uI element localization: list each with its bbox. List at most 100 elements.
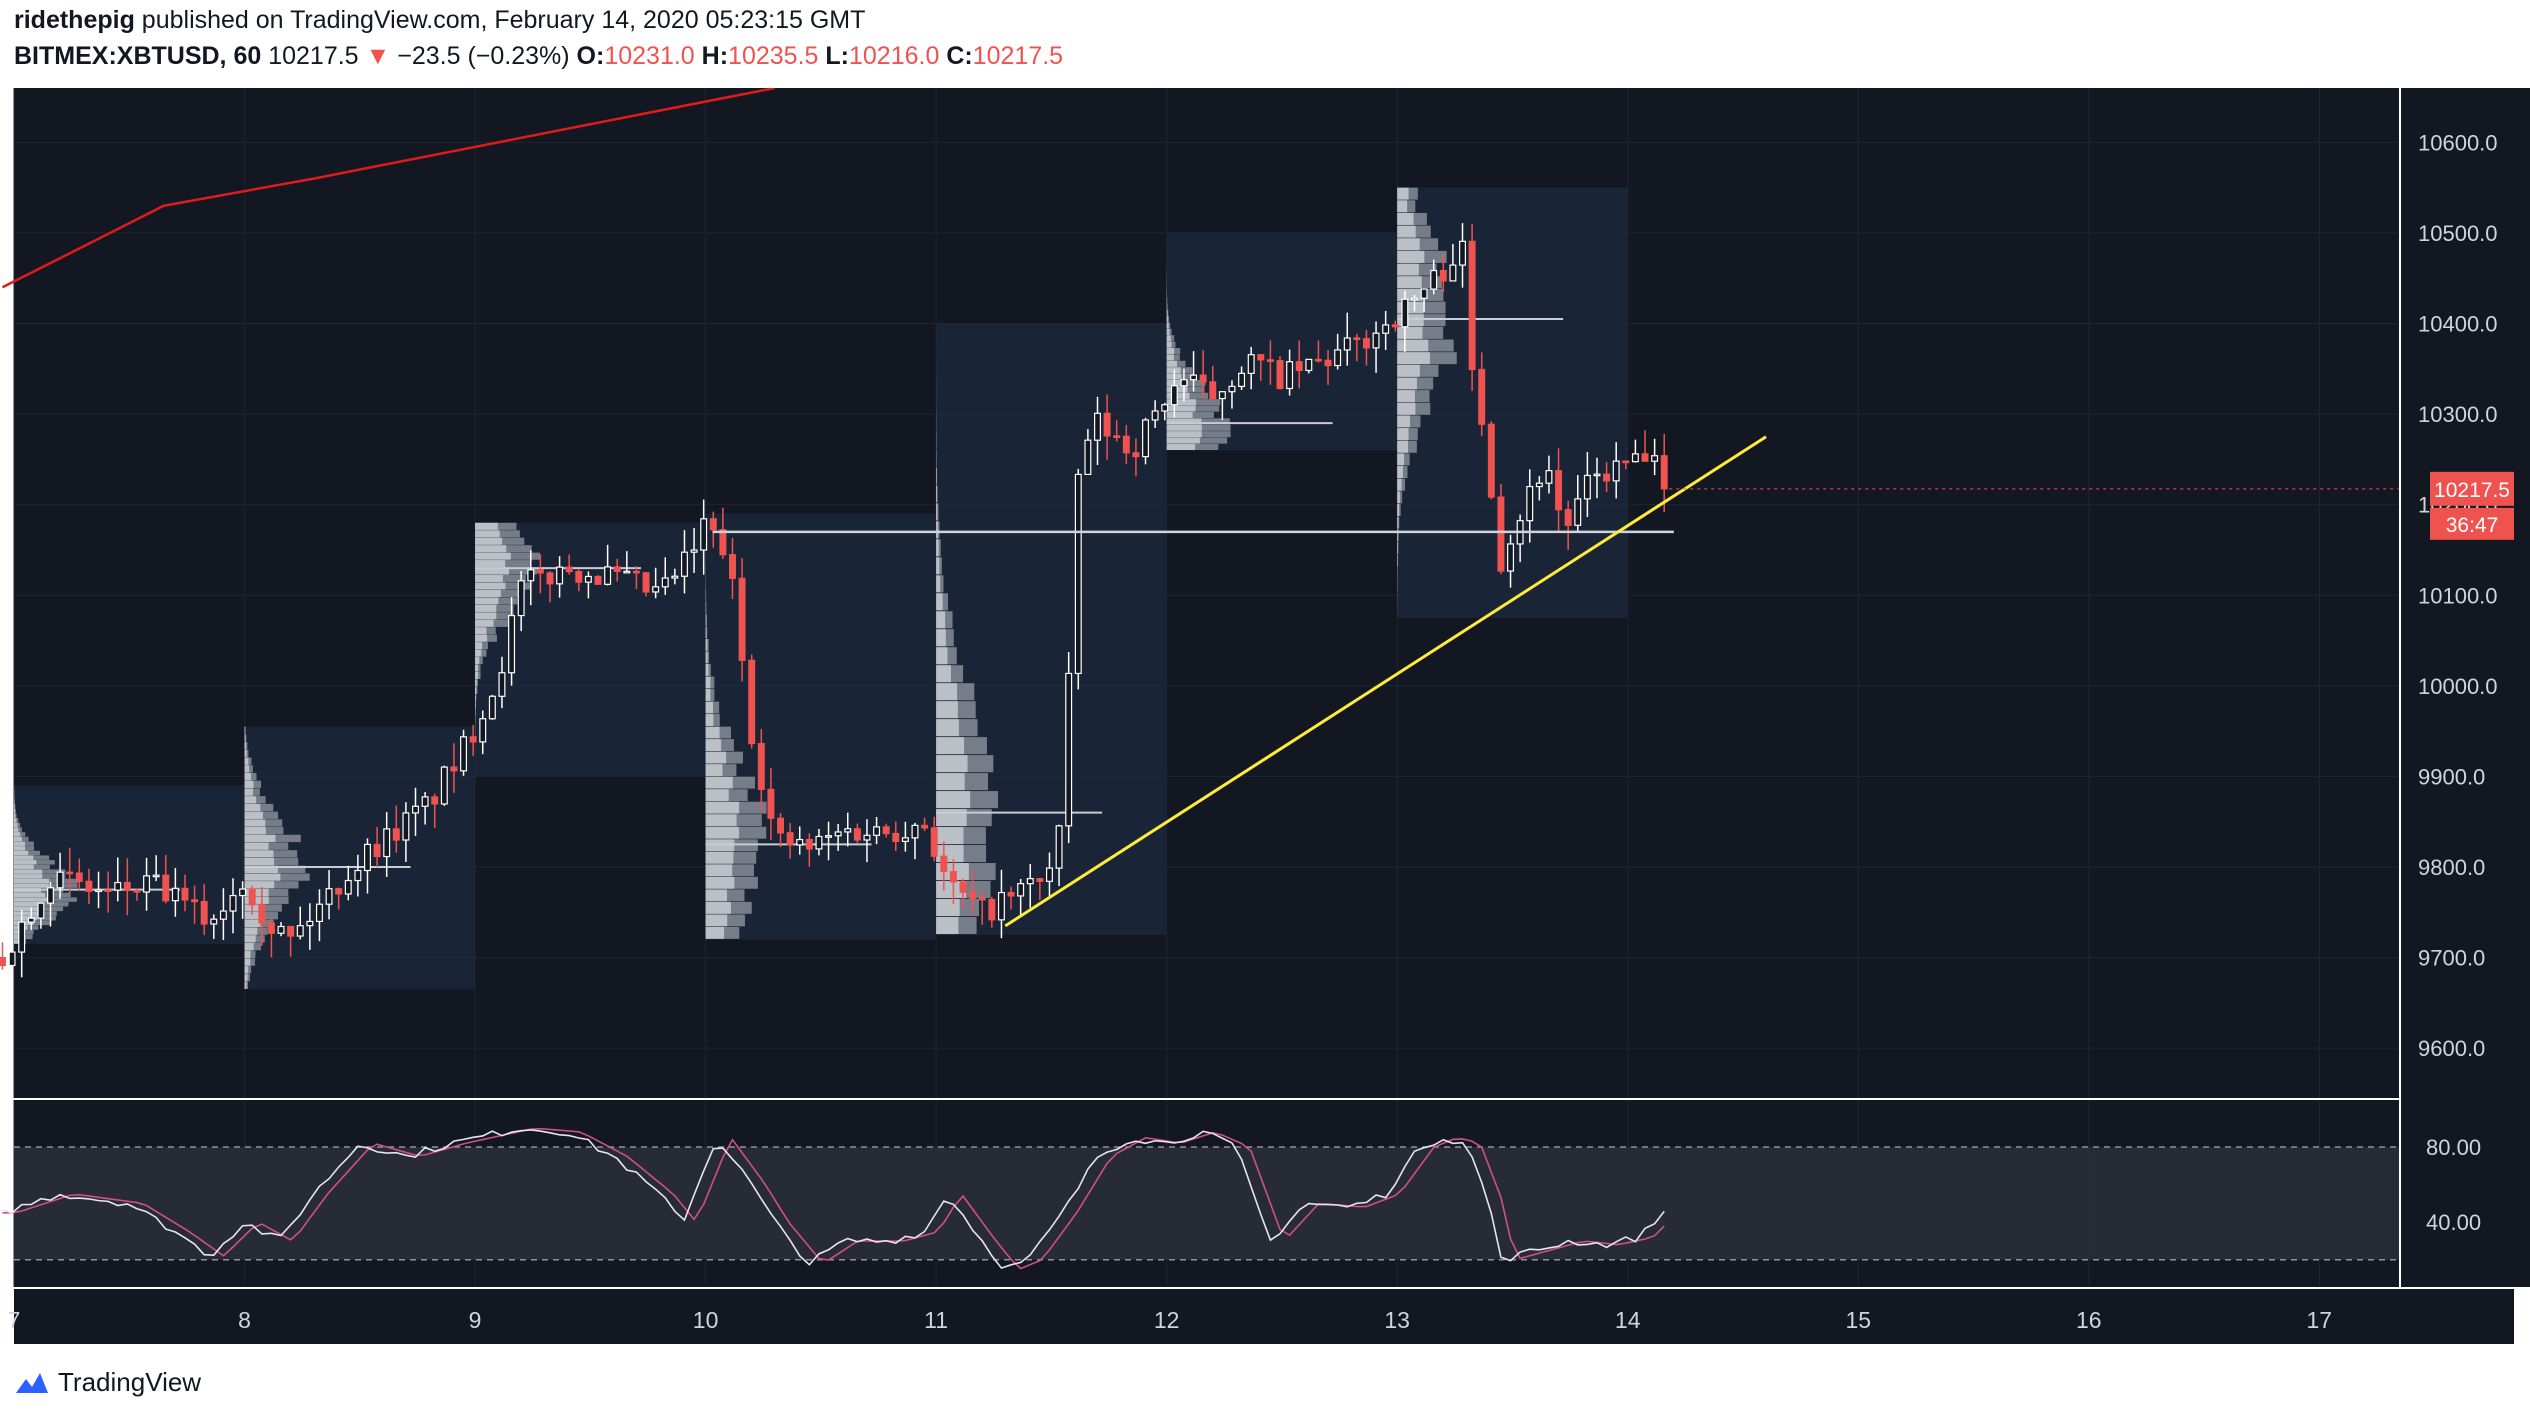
candle-body	[690, 549, 698, 553]
candle-body	[1247, 354, 1255, 374]
candle-body	[296, 925, 304, 937]
candle-body	[1391, 324, 1399, 328]
candle-body	[1276, 360, 1284, 390]
volume-profile-bar	[14, 883, 49, 888]
symbol-label[interactable]: BITMEX:XBTUSD, 60	[14, 42, 262, 70]
volume-profile-bar	[936, 701, 958, 719]
time-tick-label: 15	[1845, 1307, 1871, 1333]
volume-profile-bar	[475, 575, 503, 583]
volume-profile-bar	[475, 619, 494, 627]
candle-body	[1074, 473, 1082, 675]
candle-body	[1314, 358, 1322, 362]
volume-profile-bar	[244, 881, 275, 889]
volume-profile-bar	[705, 726, 720, 739]
volume-profile-bar	[1397, 301, 1424, 314]
volume-profile-bar	[14, 846, 26, 851]
volume-profile-bar	[244, 811, 263, 819]
countdown-badge	[2430, 507, 2514, 540]
candle-body	[825, 835, 833, 838]
volume-profile-bar	[244, 796, 257, 804]
price-badge: 10217.5 36:47	[2430, 471, 2514, 540]
candle-body	[1238, 372, 1246, 388]
candle-body	[873, 826, 881, 836]
volume-profile-bar	[14, 939, 21, 944]
candle-body	[700, 518, 708, 551]
volume-profile-bar	[1166, 411, 1193, 419]
volume-profile-bar	[475, 560, 506, 568]
candle-body	[1583, 474, 1591, 500]
candle-body	[488, 695, 496, 720]
volume-profile-bar	[475, 679, 477, 687]
candle-body	[536, 569, 544, 574]
candle-body	[1017, 883, 1025, 897]
candle-body	[450, 766, 458, 772]
volume-profile-bar	[244, 734, 246, 742]
volume-profile-bar	[1166, 328, 1170, 335]
author-name[interactable]: ridethepig	[14, 6, 135, 34]
candle-body	[1526, 485, 1534, 522]
volume-profile-bar	[244, 950, 251, 959]
volume-profile-bar	[244, 772, 252, 781]
candle-body	[786, 832, 794, 846]
candle-body	[373, 843, 381, 858]
volume-profile-bar	[705, 776, 733, 789]
volume-profile-bar	[244, 834, 276, 843]
candle-body	[1170, 385, 1178, 406]
brand-name[interactable]: TradingView	[58, 1366, 202, 1397]
candle-body	[1324, 359, 1332, 367]
candle-body	[383, 828, 391, 858]
volume-profile-bar	[1397, 352, 1430, 365]
chart-canvas[interactable]: 10600.010500.010400.010300.010200.010100…	[0, 88, 2530, 1344]
candle-body	[517, 580, 525, 617]
price-tick-label: 10400.0	[2418, 312, 2498, 337]
volume-profile-bar	[936, 593, 943, 611]
volume-profile-sessions	[14, 187, 1628, 990]
volume-profile-bar	[1397, 428, 1409, 441]
candle-body	[56, 871, 64, 889]
candle-body	[219, 910, 227, 920]
candle-body	[815, 835, 823, 850]
candle-body	[1449, 264, 1457, 282]
volume-profile-bar	[14, 836, 22, 842]
volume-profile-bar	[936, 683, 958, 701]
volume-profile-bar	[244, 896, 269, 904]
candle-body	[1401, 298, 1409, 328]
candle-body	[1353, 337, 1361, 341]
last-price-badge	[2430, 471, 2514, 506]
candle-body	[335, 888, 343, 895]
volume-profile-bar	[705, 701, 714, 714]
candle-body	[1132, 452, 1140, 458]
candle-body	[1257, 354, 1265, 361]
candle-body	[1651, 455, 1659, 462]
published-text: published on TradingView.com, February 1…	[141, 6, 866, 34]
candle-body	[1382, 324, 1390, 334]
volume-profile-bar	[244, 757, 249, 765]
volume-profile-bar	[936, 665, 951, 683]
high-label: H:	[701, 42, 729, 70]
volume-profile-bar	[705, 714, 714, 726]
time-tick-label: 8	[238, 1307, 251, 1333]
candle-body	[1603, 473, 1611, 482]
candle-body	[642, 572, 650, 593]
candle-body	[1622, 460, 1630, 464]
volume-profile-bar	[14, 860, 37, 865]
volume-profile-bar	[244, 803, 261, 812]
candle-body	[844, 828, 852, 833]
volume-profile-bar	[1166, 431, 1202, 438]
candle-body	[1574, 498, 1582, 526]
volume-profile-bar	[1397, 516, 1399, 529]
stoch-d-line	[2, 1127, 1665, 1270]
volume-profile-bar	[705, 689, 711, 701]
volume-profile-bar	[14, 808, 16, 814]
volume-profile-bar	[244, 726, 246, 734]
candle-body	[210, 918, 218, 925]
candle-body	[959, 881, 967, 893]
candle-body	[1190, 374, 1198, 381]
candle-body	[75, 872, 83, 882]
price-tick-label: 10600.0	[2418, 130, 2498, 155]
candle-body	[719, 529, 727, 556]
volume-profile-bar	[1397, 200, 1408, 213]
candle-body	[1545, 470, 1553, 484]
candle-body	[565, 566, 573, 573]
change-down-icon: ▼	[365, 42, 391, 70]
